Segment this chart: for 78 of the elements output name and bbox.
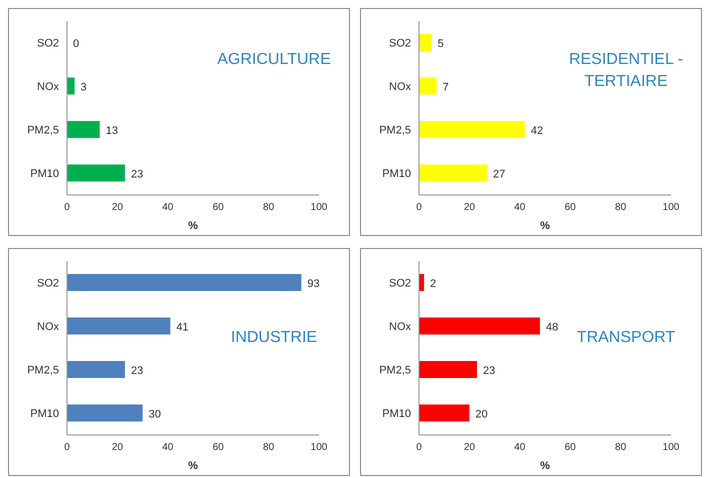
y-tick-label: SO2 [36,38,59,50]
bar [419,318,540,334]
data-label: 27 [493,168,506,180]
x-tick-label: 0 [64,202,70,214]
x-tick-label: 80 [615,442,627,454]
x-tick-label: 20 [464,442,476,454]
x-tick-label: 100 [662,442,680,454]
bar [67,78,75,94]
x-tick-label: 100 [662,202,680,214]
data-label: 42 [530,124,544,137]
x-tick-label: 40 [162,202,174,214]
bar [67,318,170,334]
data-label: 20 [475,408,488,420]
data-label: 13 [106,124,118,137]
bar [419,361,477,378]
x-tick-label: 80 [615,202,627,214]
text: AGRICULTURE [216,50,332,70]
y-tick-label: NOx [37,321,60,334]
data-label: 0 [73,38,80,50]
x-tick-label: 0 [416,202,422,214]
data-label: 48 [546,321,558,334]
x-axis-title: % [540,460,550,472]
y-tick-label: PM10 [382,168,411,180]
data-label: 3 [80,81,87,94]
x-tick-label: 100 [310,202,328,214]
x-axis-title: % [188,460,198,472]
text: INDUSTRIE [230,328,318,348]
bar [67,404,143,422]
x-tick-label: 80 [263,202,275,214]
x-tick-label: 40 [514,442,526,454]
y-tick-label: NOx [37,81,60,94]
data-label: 30 [148,408,161,420]
x-tick-label: 20 [112,442,124,454]
bar [419,78,437,94]
data-label: 41 [176,321,189,334]
y-tick-label: SO2 [388,278,411,290]
x-tick-label: 0 [416,442,422,454]
y-tick-label: PM2,5 [379,124,411,137]
bar [67,121,100,138]
bar [419,164,488,182]
text: RESIDENTIEL - TERTIAIRE [568,50,684,92]
y-tick-label: PM10 [382,408,411,420]
y-tick-label: PM10 [30,408,59,420]
x-axis-title: % [540,220,550,232]
y-tick-label: SO2 [388,38,411,50]
x-tick-label: 60 [564,442,576,454]
data-label: 23 [130,364,144,377]
bar [419,404,470,422]
y-tick-label: PM2,5 [27,364,59,377]
bar [419,121,525,138]
x-tick-label: 100 [310,442,328,454]
y-tick-label: SO2 [36,278,59,290]
y-tick-label: PM10 [30,168,59,180]
y-tick-label: PM2,5 [27,124,59,137]
x-tick-label: 60 [212,202,224,214]
data-label: 23 [482,364,496,377]
x-tick-label: 20 [112,202,124,214]
bar [67,274,302,291]
x-tick-label: 60 [564,202,576,214]
x-axis-title: % [188,220,198,232]
y-tick-label: NOx [389,321,412,334]
bar [419,34,432,51]
data-label: 2 [430,278,436,290]
text: TRANSPORT [576,328,676,348]
bar [67,361,125,378]
bar [67,164,125,182]
x-tick-label: 80 [263,442,275,454]
data-label: 23 [130,168,144,180]
x-tick-label: 0 [64,442,70,454]
x-tick-label: 20 [464,202,476,214]
y-tick-label: PM2,5 [379,364,411,377]
data-label: 7 [442,81,449,94]
x-tick-label: 40 [514,202,526,214]
x-tick-label: 60 [212,442,224,454]
data-label: 5 [438,38,444,50]
y-tick-label: NOx [389,81,412,94]
data-label: 93 [307,278,320,290]
x-tick-label: 40 [162,442,174,454]
